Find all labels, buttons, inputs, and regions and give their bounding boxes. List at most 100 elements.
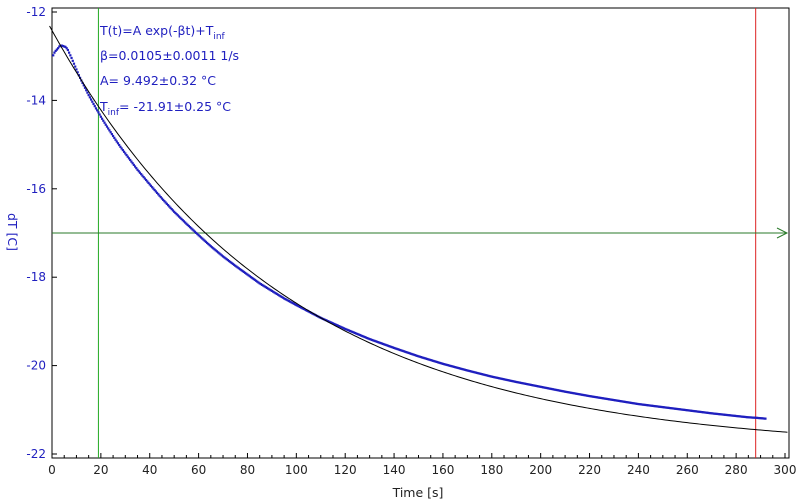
data-point [375, 340, 379, 343]
data-point [53, 51, 56, 54]
data-point [331, 322, 335, 325]
data-point [531, 384, 534, 387]
data-point [421, 356, 424, 359]
data-point [356, 332, 359, 336]
data-point [548, 387, 551, 390]
data-point [709, 412, 712, 415]
data-point [456, 366, 459, 369]
data-point [99, 115, 102, 118]
data-point [639, 403, 642, 406]
axis-ticks [51, 11, 786, 458]
x-tick-label: 80 [240, 463, 255, 477]
annotation-beta: β=0.0105±0.0011 1/s [100, 48, 239, 63]
data-point [533, 384, 536, 387]
data-point [164, 201, 167, 204]
data-point [763, 417, 766, 420]
data-point [236, 266, 239, 269]
data-point [604, 397, 607, 400]
data-point [439, 361, 442, 365]
data-point [58, 45, 61, 48]
data-point [622, 400, 625, 403]
data-point [738, 415, 741, 418]
data-point [241, 269, 244, 273]
data-point [362, 335, 365, 338]
data-point [235, 265, 238, 268]
data-point [294, 303, 297, 306]
data-point [692, 409, 695, 413]
data-point [96, 109, 99, 112]
data-point [722, 413, 726, 416]
data-point [263, 285, 266, 288]
data-point [301, 307, 304, 310]
data-point [584, 394, 587, 397]
data-point [612, 398, 616, 402]
data-point [493, 376, 496, 379]
data-point [274, 292, 277, 295]
data-point [571, 391, 574, 395]
data-point [185, 222, 188, 225]
data-point [177, 215, 181, 218]
data-point [623, 400, 627, 403]
data-point [265, 286, 269, 289]
data-point [232, 263, 236, 266]
data-point [632, 402, 635, 405]
data-point [703, 411, 706, 414]
data-point [171, 209, 175, 212]
data-point [329, 321, 332, 324]
data-point [237, 267, 241, 270]
data-point [197, 234, 200, 237]
data-point [280, 295, 283, 299]
data-point [92, 102, 95, 106]
data-point [94, 107, 98, 110]
data-point [573, 392, 576, 395]
data-point [55, 48, 58, 51]
data-point [627, 401, 630, 404]
data-point [562, 390, 565, 393]
data-point [468, 369, 471, 373]
data-point [455, 366, 458, 369]
data-point [100, 117, 104, 120]
data-point [217, 251, 220, 254]
x-tick-label: 40 [142, 463, 157, 477]
data-point [665, 406, 668, 409]
data-point [585, 394, 589, 397]
x-tick-label: 20 [93, 463, 108, 477]
data-point [158, 194, 161, 197]
data-point [270, 289, 273, 292]
data-point [394, 347, 397, 350]
data-point [395, 347, 398, 350]
data-point [598, 396, 601, 399]
data-point [248, 275, 252, 278]
data-point [477, 372, 480, 375]
data-point [428, 358, 431, 361]
data-point [125, 153, 128, 157]
data-point [554, 388, 557, 391]
data-point [507, 379, 510, 382]
data-point [143, 177, 146, 180]
data-point [251, 276, 254, 280]
x-tick-label: 160 [431, 463, 454, 477]
data-point [653, 404, 656, 408]
data-point [599, 396, 602, 399]
data-point [693, 410, 696, 413]
cursor-arrow-icon[interactable] [776, 227, 789, 239]
data-point [714, 412, 717, 415]
x-tick-label: 200 [529, 463, 552, 477]
data-point [290, 301, 293, 304]
data-point [615, 399, 618, 402]
data-point [212, 247, 215, 250]
data-point [694, 410, 697, 413]
data-point [587, 394, 590, 397]
data-point [578, 393, 581, 396]
data-point [719, 413, 722, 416]
x-tick-label: 60 [191, 463, 206, 477]
marker-lines[interactable] [52, 8, 789, 458]
data-point [543, 386, 546, 389]
data-point [759, 417, 762, 420]
data-point [682, 408, 685, 411]
data-point [656, 405, 660, 408]
data-point [408, 352, 412, 355]
data-point [64, 45, 67, 49]
data-points [52, 44, 767, 420]
data-point [411, 353, 414, 356]
